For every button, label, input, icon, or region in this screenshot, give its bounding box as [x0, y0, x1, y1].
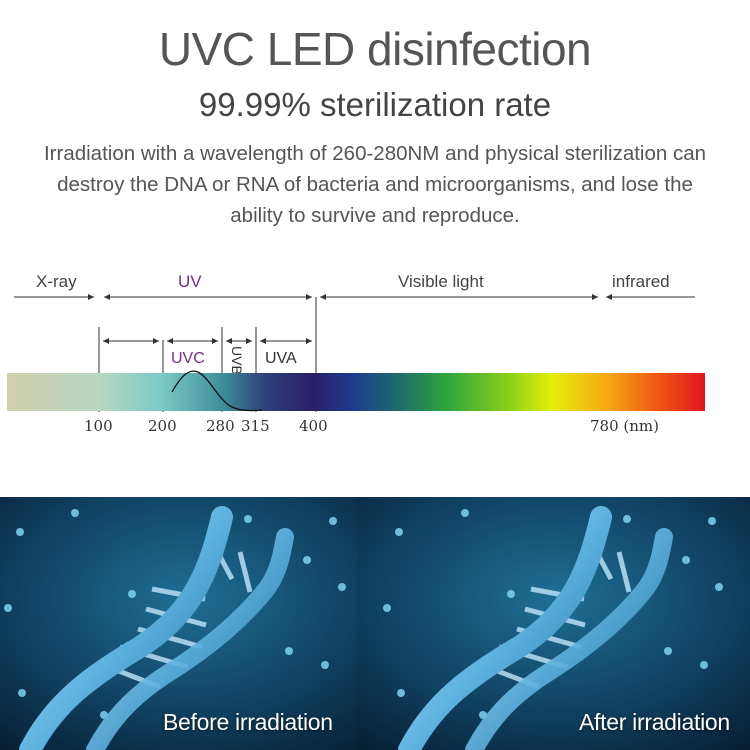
spectrum-bar [7, 373, 705, 411]
page-subtitle: 99.99% sterilization rate [198, 86, 552, 123]
dna-illustration [357, 497, 750, 750]
sub-label-uvc: UVC [171, 350, 205, 367]
band-divider-lines [14, 294, 695, 412]
tick-label: 200 [148, 417, 177, 435]
page-title: UVC LED disinfection [158, 23, 592, 75]
after-irradiation-panel: After irradiation [357, 497, 750, 750]
band-label-infrared: infrared [612, 272, 670, 291]
tick-label: 280 [206, 417, 235, 435]
description-text: Irradiation with a wavelength of 260-280… [43, 142, 707, 227]
uvc-effectiveness-curve [171, 370, 263, 412]
band-label-xray: X-ray [36, 272, 77, 291]
tick-label: 100 [84, 417, 113, 435]
sub-label-uvb: UVB [229, 346, 245, 375]
after-irradiation-caption: After irradiation [579, 709, 730, 735]
band-label-visible: Visible light [398, 272, 484, 291]
tick-label: 780 (nm) [590, 417, 659, 435]
tick-label: 315 [241, 417, 270, 435]
spectrum-diagram: X-ray UV Visible light infrared UVC UVB … [7, 272, 705, 435]
dna-illustration [0, 497, 375, 750]
band-label-uv: UV [178, 272, 202, 291]
sub-label-uva: UVA [265, 350, 297, 367]
before-irradiation-caption: Before irradiation [163, 709, 333, 735]
before-irradiation-panel: Before irradiation [0, 497, 375, 750]
tick-label: 400 [299, 417, 328, 435]
